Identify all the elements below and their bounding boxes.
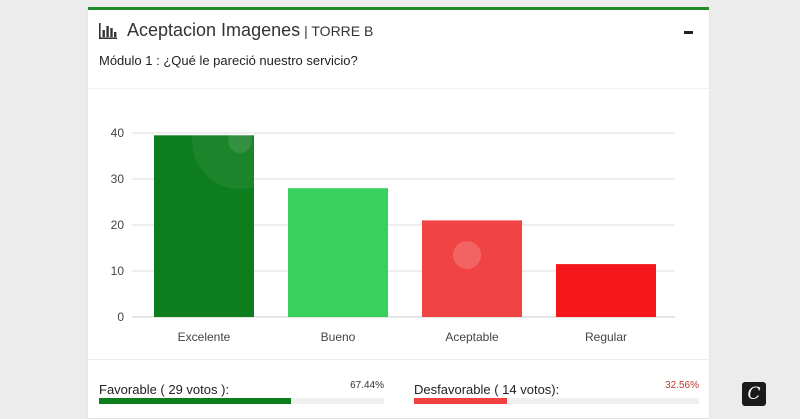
bar-regular[interactable] <box>556 264 656 317</box>
x-tick-label: Bueno <box>321 330 356 344</box>
bar-chart-svg: 0 10 20 30 40 Excelente Bueno Aceptable Regular <box>111 93 675 344</box>
desfavorable-progress-track <box>414 398 699 404</box>
poll-results-panel: Aceptacion Imagenes | TORRE B Módulo 1 : … <box>88 7 709 418</box>
summary-footer: Favorable ( 29 votos ): 67.44% Desfavora… <box>88 359 709 419</box>
bar-chart: 0 10 20 30 40 Excelente Bueno Aceptable Regular <box>88 88 709 359</box>
favorable-progress-track <box>99 398 384 404</box>
bar-excelente[interactable] <box>154 135 254 317</box>
bar-bueno[interactable] <box>288 188 388 317</box>
x-tick-label: Aceptable <box>445 330 499 344</box>
y-tick-label: 30 <box>111 172 125 186</box>
bar-highlight-excelente-inner <box>228 129 252 153</box>
bar-chart-icon <box>99 23 117 39</box>
panel-header: Aceptacion Imagenes | TORRE B <box>88 10 709 50</box>
y-tick-label: 0 <box>117 310 124 324</box>
bar-highlight-excelente <box>192 93 288 189</box>
bar-highlight-aceptable <box>453 241 481 269</box>
panel-title: Aceptacion Imagenes | TORRE B <box>127 20 374 40</box>
y-tick-label: 40 <box>111 126 125 140</box>
brand-logo-icon[interactable]: C <box>742 382 766 406</box>
y-tick-label: 10 <box>111 264 125 278</box>
desfavorable-percent: 32.56% <box>665 380 699 391</box>
y-tick-label: 20 <box>111 218 125 232</box>
minimize-icon[interactable] <box>684 31 693 34</box>
panel-subtitle: | TORRE B <box>304 23 374 39</box>
bar-aceptable[interactable] <box>422 220 522 317</box>
desfavorable-label: Desfavorable ( 14 votos): <box>414 382 560 397</box>
desfavorable-progress-fill <box>414 398 507 404</box>
x-tick-label: Excelente <box>178 330 231 344</box>
favorable-label: Favorable ( 29 votos ): <box>99 382 230 397</box>
x-tick-label: Regular <box>585 330 627 344</box>
favorable-progress-fill <box>99 398 292 404</box>
question-text: Módulo 1 : ¿Qué le pareció nuestro servi… <box>99 53 358 68</box>
favorable-percent: 67.44% <box>350 380 384 391</box>
